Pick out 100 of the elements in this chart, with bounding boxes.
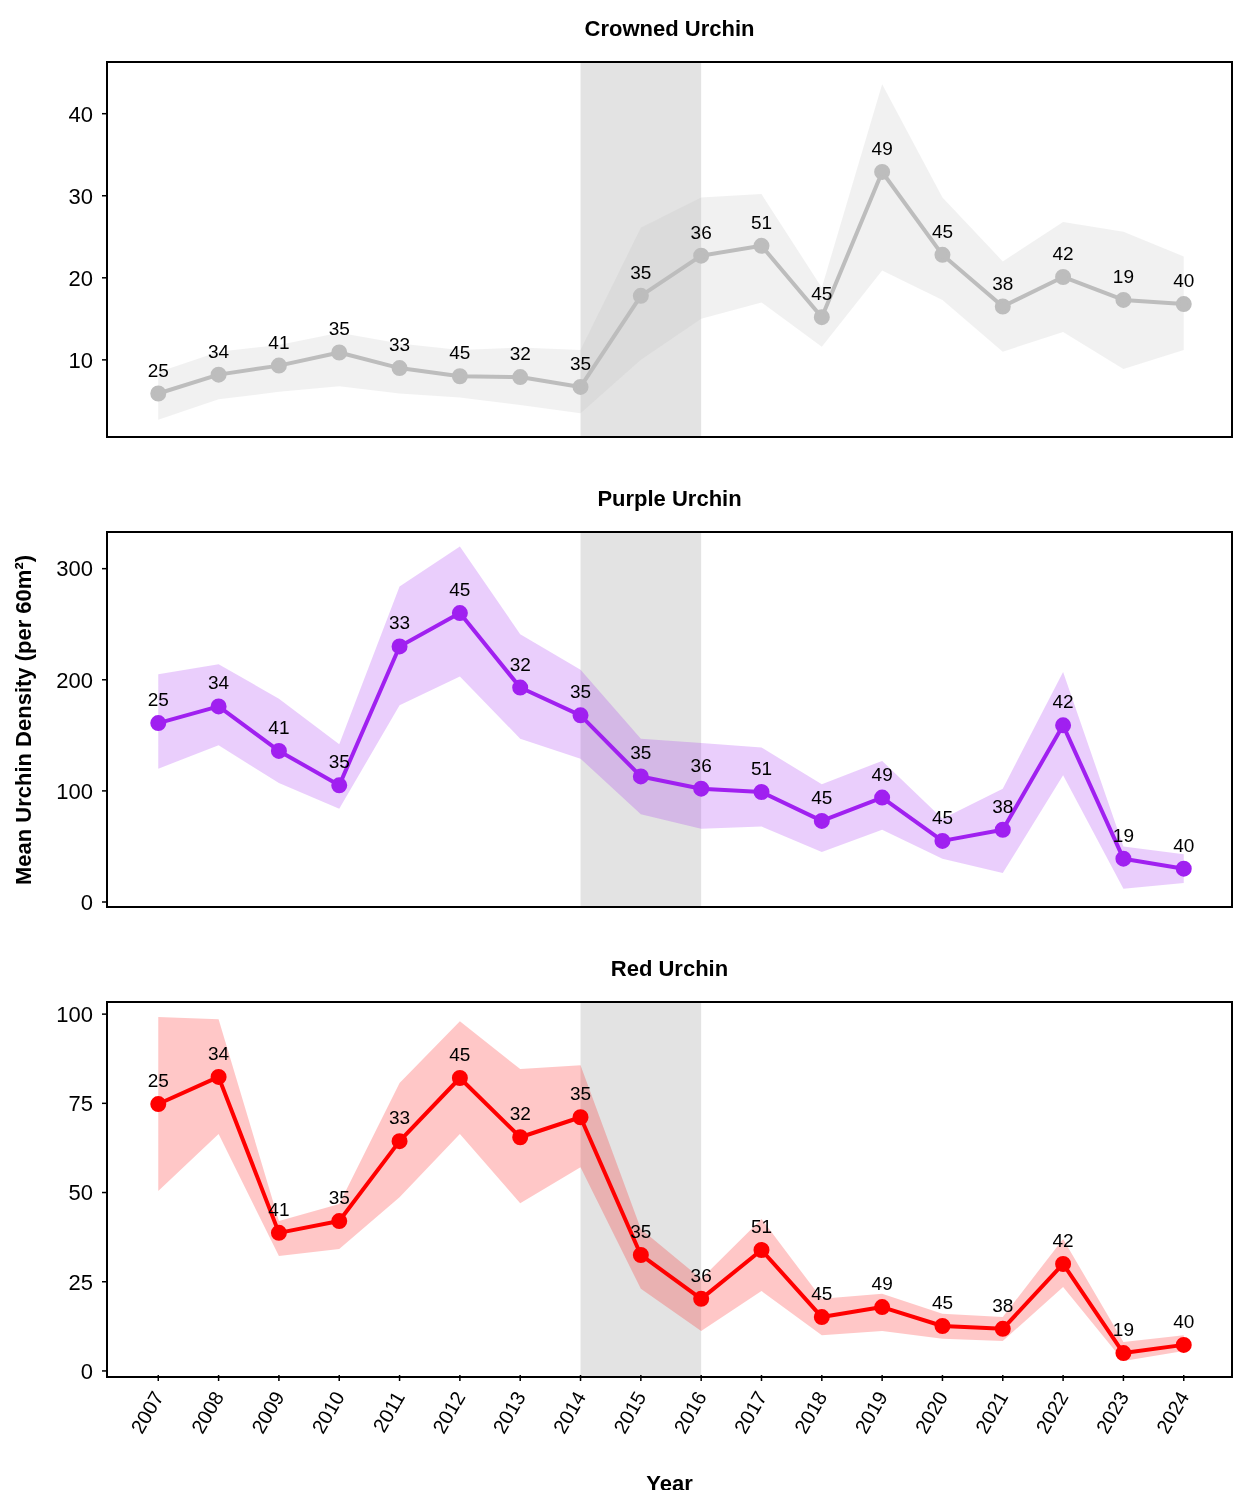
point (753, 237, 770, 254)
point (1175, 860, 1192, 877)
point (512, 1129, 529, 1146)
annotation: 42 (1052, 1229, 1074, 1251)
annotation: 42 (1052, 691, 1074, 713)
annotation: 42 (1052, 242, 1074, 264)
point (874, 163, 891, 180)
point (994, 1320, 1011, 1337)
annotation: 32 (509, 343, 531, 365)
annotation: 32 (509, 1103, 531, 1125)
point (572, 378, 589, 395)
annotation: 35 (630, 261, 652, 283)
annotation: 49 (871, 137, 893, 159)
point (753, 784, 770, 800)
annotation: 19 (1112, 265, 1134, 287)
point (753, 1241, 770, 1258)
y-axis-title: Mean Urchin Density (per 60m²) (11, 554, 37, 885)
annotation: 38 (992, 272, 1014, 294)
annotation: 25 (147, 1070, 169, 1092)
y-tick-label: 300 (56, 556, 93, 582)
point (210, 1068, 227, 1085)
annotation: 35 (569, 681, 592, 703)
point (693, 247, 710, 264)
chart-title: Crowned Urchin (583, 16, 756, 42)
y-tick-label: 50 (68, 1180, 93, 1206)
point (1055, 717, 1072, 734)
annotation: 45 (449, 1044, 471, 1065)
annotation: 33 (388, 612, 411, 634)
annotation: 35 (328, 1187, 350, 1209)
annotation: 45 (449, 579, 471, 601)
point (1115, 291, 1132, 308)
point (934, 832, 951, 849)
annotation: 25 (147, 359, 169, 381)
annotation: 32 (509, 653, 531, 675)
point (934, 1317, 951, 1334)
annotation: 45 (449, 342, 471, 364)
point (572, 1109, 589, 1126)
point (150, 1096, 167, 1113)
point (270, 357, 287, 374)
point (994, 821, 1011, 838)
y-tick-label: 30 (68, 183, 93, 209)
y-tick-label: 20 (68, 265, 93, 291)
point (512, 369, 529, 386)
annotation: 33 (388, 334, 411, 356)
y-tick-label: 40 (68, 101, 93, 127)
annotation: 45 (931, 806, 954, 828)
annotation: 51 (750, 1215, 773, 1237)
point (1175, 1336, 1192, 1353)
annotation: 34 (208, 1042, 230, 1064)
annotation: 45 (931, 1291, 954, 1313)
point (1115, 850, 1132, 867)
y-tick-label: 75 (68, 1091, 93, 1117)
point (1115, 1345, 1132, 1362)
point (874, 1299, 891, 1316)
annotation: 35 (569, 1083, 592, 1105)
point (331, 344, 348, 361)
annotation: 36 (690, 221, 712, 243)
point (813, 1309, 830, 1326)
annotation: 35 (328, 751, 350, 773)
annotation: 49 (871, 763, 893, 785)
annotation: 49 (871, 1273, 893, 1295)
annotation: 51 (750, 211, 773, 233)
annotation: 35 (569, 352, 592, 374)
point (451, 368, 468, 385)
annotation: 25 (147, 689, 169, 711)
annotation: 38 (992, 1294, 1014, 1316)
point (632, 1246, 649, 1263)
point (210, 698, 227, 715)
point (270, 742, 287, 759)
point (874, 789, 891, 806)
annotation: 45 (811, 1283, 833, 1305)
point (451, 1070, 468, 1086)
annotation: 45 (931, 220, 954, 242)
annotation: 33 (388, 1107, 411, 1129)
point (813, 309, 830, 326)
point (934, 246, 951, 263)
chart-title: Purple Urchin (596, 486, 743, 512)
point (391, 1133, 408, 1150)
annotation: 40 (1173, 1310, 1195, 1332)
annotation: 45 (811, 283, 833, 305)
y-tick-label: 10 (68, 347, 93, 373)
y-tick-label: 100 (56, 1001, 93, 1027)
point (693, 1290, 710, 1307)
point (270, 1224, 287, 1241)
annotation: 38 (992, 795, 1014, 817)
annotation: 36 (690, 754, 712, 776)
annotation: 34 (208, 672, 230, 694)
chart-title: Red Urchin (609, 956, 730, 982)
point (632, 768, 649, 785)
point (391, 638, 408, 655)
point (1055, 1255, 1072, 1272)
annotation: 35 (630, 742, 652, 764)
point (331, 777, 348, 794)
point (632, 287, 649, 304)
annotation: 51 (750, 758, 773, 779)
point (150, 715, 167, 732)
annotation: 36 (690, 1264, 712, 1286)
point (693, 780, 710, 797)
annotation: 35 (630, 1220, 652, 1242)
annotation: 34 (208, 340, 230, 362)
